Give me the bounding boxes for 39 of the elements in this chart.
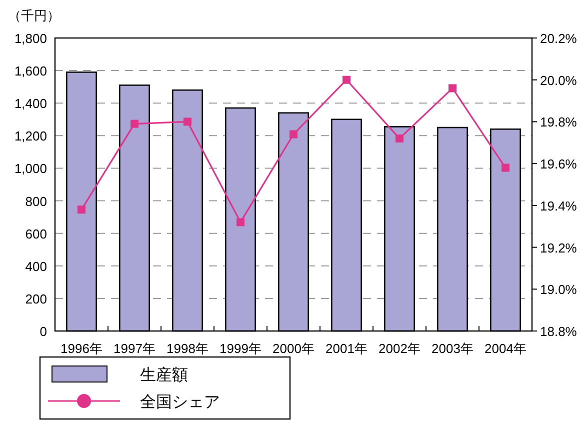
point (236, 218, 244, 226)
y-axis-title: （千円） (8, 8, 60, 23)
point (502, 164, 510, 172)
x-tick-label: 2002年 (378, 341, 420, 356)
x-tick-label: 2003年 (432, 341, 474, 356)
legend-label: 生産額 (140, 366, 188, 384)
y2-tick-label: 19.6% (540, 156, 578, 172)
point (290, 130, 298, 138)
y2-tick-label: 19.8% (540, 114, 578, 130)
y-tick-label: 1,800 (14, 31, 47, 46)
point (342, 76, 350, 84)
y2-tick-label: 20.2% (540, 31, 578, 46)
legend-label: 全国シェア (140, 394, 220, 411)
x-tick-label: 2000年 (272, 341, 314, 356)
x-tick-label: 2004年 (484, 341, 526, 356)
y2-tick-label: 20.0% (540, 72, 578, 88)
x-tick-label: 1996年 (60, 341, 102, 356)
point (130, 120, 138, 128)
y2-tick-label: 19.4% (540, 198, 578, 214)
y2-tick-label: 18.8% (540, 324, 578, 339)
y-tick-label: 400 (25, 258, 47, 274)
y-tick-label: 1,200 (14, 128, 47, 144)
y-tick-label: 1,600 (14, 64, 47, 79)
y-tick-label: 800 (25, 194, 47, 209)
point (78, 206, 86, 214)
y-tick-label: 0 (40, 324, 47, 339)
y2-tick-label: 19.2% (540, 240, 578, 256)
y-tick-label: 1,000 (14, 161, 47, 176)
x-tick-label: 1998年 (166, 341, 208, 356)
y-tick-label: 1,400 (14, 96, 47, 112)
x-tick-label: 2001年 (326, 341, 368, 356)
y2-tick-label: 19.0% (540, 282, 578, 298)
y-tick-label: 600 (25, 226, 47, 242)
point (396, 134, 404, 142)
point (184, 118, 192, 126)
x-tick-label: 1999年 (220, 341, 262, 356)
x-tick-label: 1997年 (114, 341, 156, 356)
y-tick-label: 200 (25, 291, 47, 306)
point (448, 84, 456, 92)
